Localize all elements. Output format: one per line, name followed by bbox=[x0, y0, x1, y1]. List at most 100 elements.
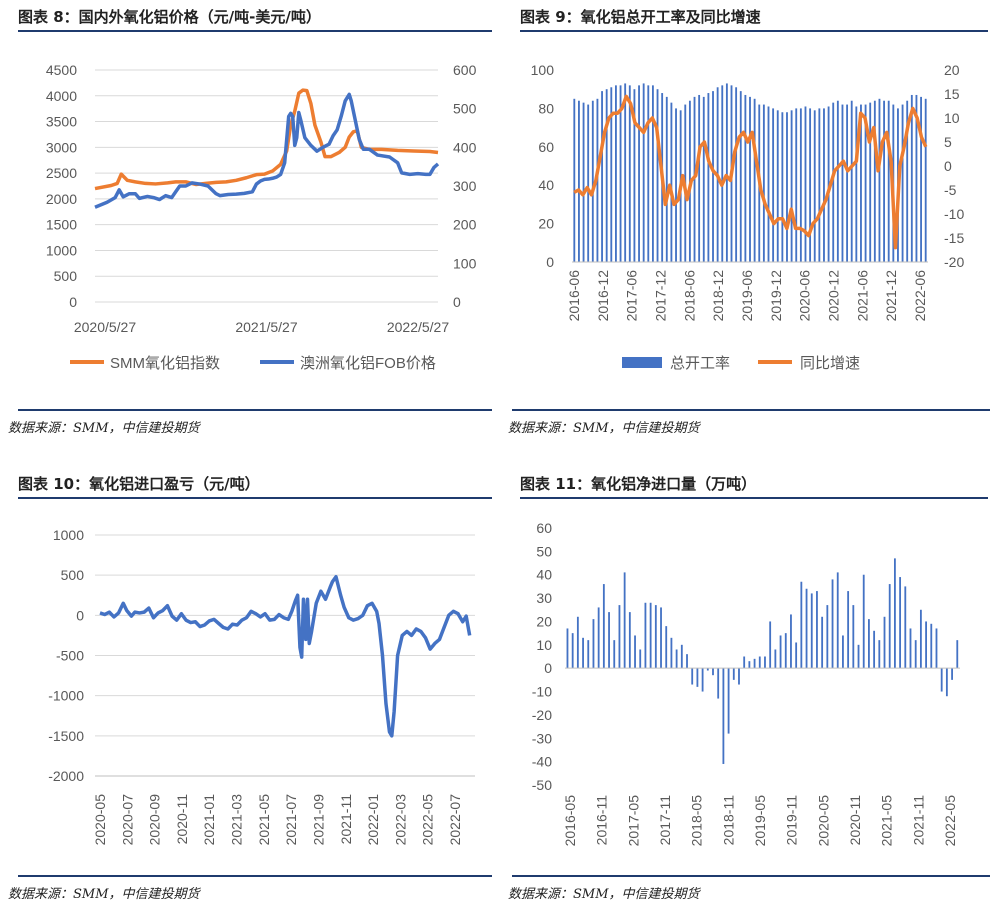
chart11-bar-41 bbox=[779, 635, 782, 669]
chart9-yleft-tick-1: 80 bbox=[538, 100, 554, 116]
chart9-bar-12 bbox=[628, 85, 631, 262]
chart11-bar-32 bbox=[732, 668, 735, 680]
chart10-title: 图表 10：氧化铝进口盈亏（元/吨） bbox=[18, 475, 260, 493]
chart11-xtick-0: 2016-05 bbox=[562, 795, 578, 847]
chart10-series-line bbox=[99, 575, 472, 738]
chart11-bar-29 bbox=[717, 668, 720, 699]
chart11-bar-70 bbox=[930, 623, 933, 669]
chart11-bar-0 bbox=[566, 628, 569, 669]
chart11-xtick-11: 2021-11 bbox=[910, 795, 926, 846]
chart11-bar-7 bbox=[602, 584, 605, 669]
chart8-yleft-tick-6: 1500 bbox=[46, 217, 77, 233]
chart9-bar-64 bbox=[869, 102, 872, 262]
chart11-source: 数据来源：SMM，中信建投期货 bbox=[508, 887, 700, 902]
chart11-y-tick-8: -20 bbox=[532, 707, 552, 723]
chart11-bar-39 bbox=[769, 621, 772, 669]
chart11-bar-2 bbox=[576, 616, 579, 669]
chart10-xtick-2: 2020-09 bbox=[147, 794, 163, 846]
chart9-bar-6 bbox=[601, 91, 603, 262]
chart11-y-tick-3: 30 bbox=[536, 590, 552, 606]
chart8-xtick-1: 2021/5/27 bbox=[235, 319, 297, 335]
chart11-bar-26 bbox=[701, 668, 704, 692]
chart9-source-rule bbox=[512, 409, 990, 411]
chart11-bar-3 bbox=[582, 637, 584, 669]
chart11-bar-47 bbox=[810, 593, 813, 669]
chart11-bar-20 bbox=[670, 637, 673, 669]
chart9-bar-58 bbox=[841, 104, 844, 262]
chart11-bar-38 bbox=[764, 656, 766, 669]
chart9-xtick-12: 2022-06 bbox=[912, 270, 928, 322]
chart9-bar-54 bbox=[823, 108, 825, 263]
chart10-xtick-5: 2021-03 bbox=[229, 794, 245, 846]
chart8-series-1 bbox=[94, 92, 440, 209]
chart11-xtick-7: 2019-11 bbox=[784, 795, 800, 846]
chart11-bar-37 bbox=[758, 656, 761, 669]
chart11-bar-53 bbox=[842, 635, 844, 669]
chart11-bar-36 bbox=[753, 658, 756, 669]
chart11-bar-69 bbox=[925, 621, 927, 669]
chart9-bar-47 bbox=[790, 110, 793, 262]
chart9-yright-tick-7: -15 bbox=[944, 230, 964, 246]
chart11-bar-65 bbox=[904, 586, 907, 669]
chart9-bar-59 bbox=[846, 104, 849, 262]
chart10-y-tick-3: -500 bbox=[56, 648, 84, 664]
chart11-bar-25 bbox=[696, 668, 699, 687]
chart9-xtick-0: 2016-06 bbox=[566, 270, 582, 322]
chart11-bar-52 bbox=[836, 572, 839, 669]
chart9-bar-74 bbox=[915, 94, 918, 263]
chart10-xtick-9: 2021-11 bbox=[338, 794, 354, 845]
chart9-bar-42 bbox=[767, 106, 770, 262]
chart9-bar-18 bbox=[656, 89, 659, 262]
chart9-source: 数据来源：SMM，中信建投期货 bbox=[508, 421, 700, 436]
chart9-yleft-tick-0: 100 bbox=[531, 62, 555, 78]
chart9-yleft-tick-5: 0 bbox=[546, 254, 554, 270]
chart9-xtick-4: 2018-06 bbox=[681, 270, 697, 322]
chart10-xtick-0: 2020-05 bbox=[92, 794, 108, 846]
chart9-bar-21 bbox=[670, 102, 673, 262]
chart9-bar-1 bbox=[578, 100, 580, 262]
chart8-xtick-2: 2022/5/27 bbox=[387, 319, 449, 335]
chart9-series-line bbox=[573, 94, 928, 250]
chart11-bar-9 bbox=[613, 640, 616, 669]
chart9-bar-67 bbox=[883, 100, 886, 262]
chart11-y-tick-7: -10 bbox=[532, 684, 552, 700]
chart11-y-tick-2: 40 bbox=[536, 567, 552, 583]
chart11-bar-61 bbox=[883, 616, 886, 669]
chart8-yleft-tick-8: 500 bbox=[54, 268, 78, 284]
chart11-bar-51 bbox=[831, 579, 834, 669]
chart11-y-tick-0: 60 bbox=[536, 520, 552, 536]
chart8-yleft-tick-5: 2000 bbox=[46, 191, 77, 207]
chart9-bar-15 bbox=[642, 83, 645, 262]
chart8-legend-label-1: 澳洲氧化铝FOB价格 bbox=[300, 355, 436, 372]
chart10-xtick-11: 2022-03 bbox=[392, 794, 408, 846]
chart11-bar-74 bbox=[951, 668, 953, 680]
chart9-bar-49 bbox=[799, 108, 802, 263]
chart9-yright-tick-1: 15 bbox=[944, 86, 960, 102]
chart9-bar-8 bbox=[610, 87, 613, 262]
chart10-xtick-10: 2022-01 bbox=[365, 794, 381, 846]
chart9-bar-73 bbox=[910, 94, 913, 263]
chart9-yright-tick-3: 5 bbox=[944, 134, 952, 150]
chart11-bar-17 bbox=[654, 605, 657, 669]
chart8-source-rule bbox=[18, 409, 492, 411]
chart10-xtick-1: 2020-07 bbox=[119, 794, 135, 846]
chart11-title: 图表 11：氧化铝净进口量（万吨） bbox=[520, 475, 757, 493]
chart11-bar-72 bbox=[940, 668, 943, 692]
chart9-bar-72 bbox=[906, 100, 909, 262]
chart11-bar-30 bbox=[722, 668, 725, 764]
chart9-bar-32 bbox=[721, 85, 724, 262]
chart11-bar-33 bbox=[738, 668, 740, 685]
chart8-xtick-0: 2020/5/27 bbox=[74, 319, 136, 335]
chart9-bar-4 bbox=[591, 100, 594, 262]
chart9-xtick-5: 2018-12 bbox=[710, 270, 726, 322]
chart9-yleft-tick-2: 60 bbox=[538, 139, 554, 155]
chart9-bar-61 bbox=[855, 106, 858, 262]
chart9-bar-50 bbox=[804, 106, 807, 262]
chart11-bar-56 bbox=[857, 644, 860, 669]
chart9-xtick-6: 2019-06 bbox=[739, 270, 755, 322]
chart10-plot: 1000 500 0 -500 -1000 -1500 -2000 2020-05 2020-0… bbox=[48, 527, 475, 846]
chart11-bar-43 bbox=[790, 614, 792, 669]
chart9-legend-label-1: 同比增速 bbox=[800, 355, 860, 372]
chart11-bar-22 bbox=[680, 644, 683, 669]
chart11-bar-1 bbox=[571, 633, 574, 669]
